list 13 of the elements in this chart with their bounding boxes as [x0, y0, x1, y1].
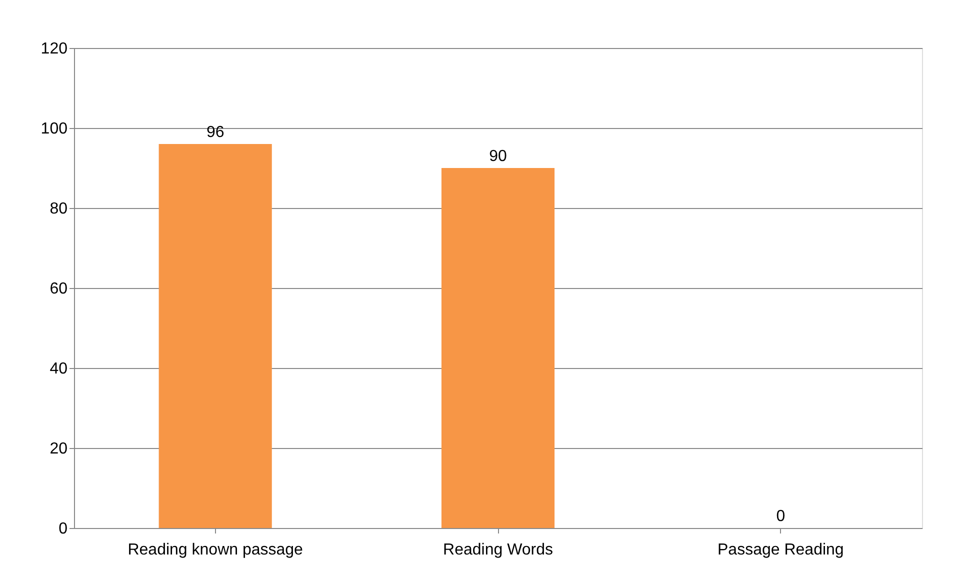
y-tick-label: 40 [50, 360, 68, 378]
y-tick-label: 100 [40, 120, 68, 138]
data-label: 90 [489, 148, 507, 165]
y-tick-label: 60 [50, 280, 68, 298]
x-tick-label: Reading known passage [128, 542, 304, 558]
data-label: 96 [206, 124, 224, 141]
y-tick-label: 20 [50, 440, 68, 458]
y-tick-label: 120 [40, 40, 68, 58]
y-tick-label: 80 [50, 200, 68, 218]
x-tick-label: Reading Words [443, 542, 553, 558]
data-label: 0 [776, 508, 786, 525]
y-tick-label: 0 [58, 520, 68, 538]
x-tick-label: Passage Reading [718, 542, 844, 558]
